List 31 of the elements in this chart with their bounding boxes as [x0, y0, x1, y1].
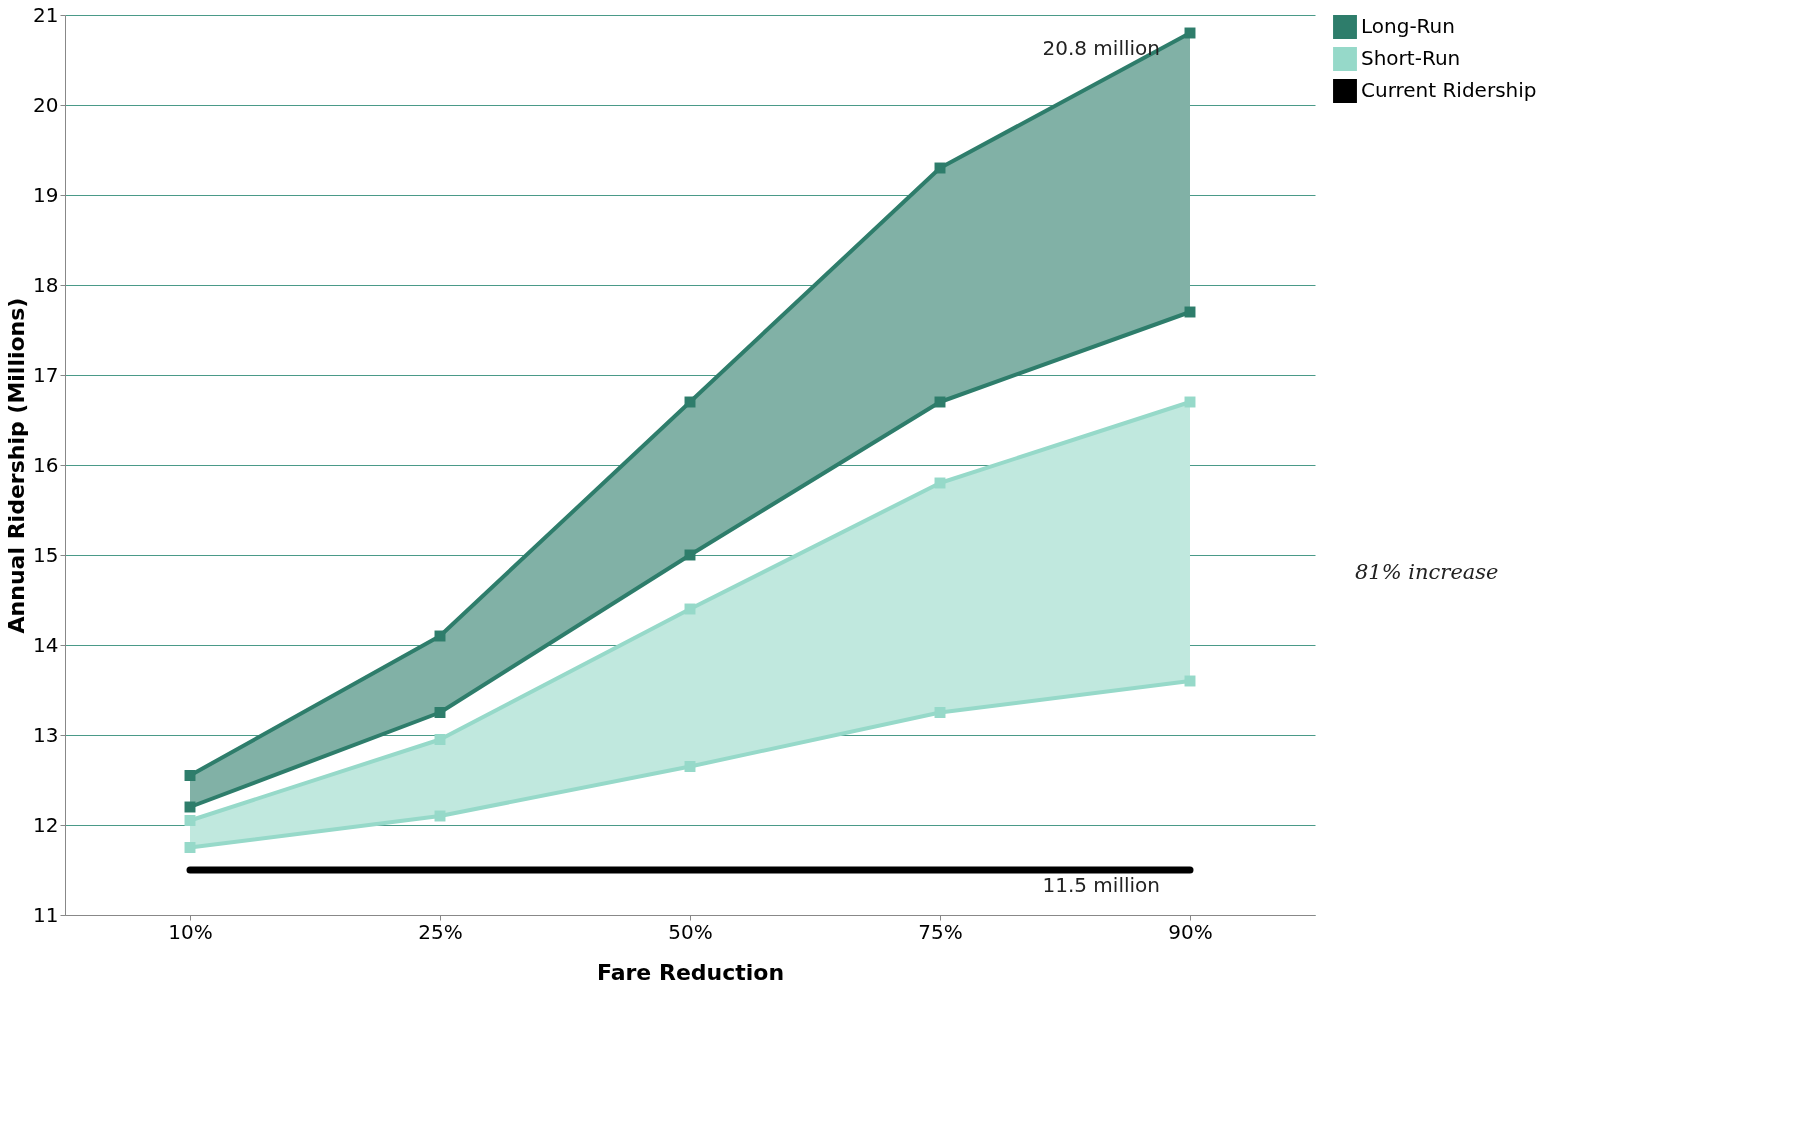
y-tick-label: 17 [33, 362, 59, 387]
x-tick-label: 75% [918, 919, 963, 944]
y-tick-label: 19 [33, 182, 59, 207]
x-tick-label: 50% [668, 919, 713, 944]
y-axis-title: Annual Ridership (Millions) [4, 297, 30, 634]
y-tick-label: 11 [33, 902, 59, 927]
point [434, 707, 446, 718]
annotation: 20.8 million [1042, 36, 1160, 60]
text: 81% increase [1355, 560, 1499, 584]
y-tick-label: 13 [33, 722, 59, 747]
legend-label: Current Ridership [1361, 78, 1537, 102]
x-tick-label: 25% [418, 919, 463, 944]
annotation: 11.5 million [1042, 873, 1160, 897]
point [934, 707, 946, 718]
legend-label: Long-Run [1361, 14, 1455, 38]
y-tick-label: 15 [33, 542, 59, 567]
point [684, 761, 696, 772]
x-tick-label: 10% [168, 919, 213, 944]
point [434, 734, 446, 745]
x-axis-title: Fare Reduction [596, 959, 785, 985]
y-tick-label: 14 [33, 632, 59, 657]
y-tick-label: 16 [33, 452, 59, 477]
x-tick-label: 90% [1168, 919, 1213, 944]
point [184, 842, 196, 853]
point [184, 815, 196, 826]
y-tick-label: 12 [33, 812, 59, 837]
y-tick-label: 20 [33, 92, 59, 117]
point [184, 770, 196, 781]
y-tick-label: 21 [33, 2, 59, 27]
legend-label: Short-Run [1361, 46, 1461, 70]
y-tick-label: 18 [33, 272, 59, 297]
